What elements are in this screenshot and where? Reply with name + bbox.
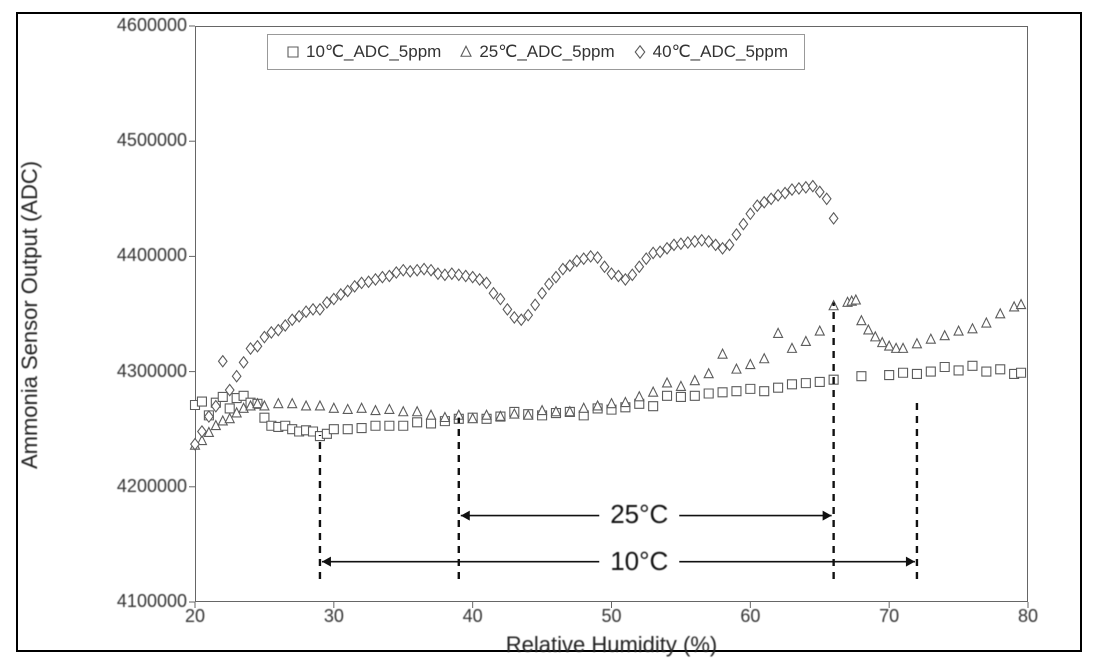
legend-label: 25℃_ADC_5ppm bbox=[479, 42, 614, 62]
y-tick-label: 4300000 bbox=[95, 361, 187, 382]
x-tick-label: 80 bbox=[1008, 606, 1048, 627]
annotation-10°C: 10°C bbox=[579, 546, 699, 577]
legend-item: 10℃_ADC_5ppm bbox=[284, 42, 441, 62]
annotation-25°C: 25°C bbox=[579, 499, 699, 530]
x-tick-label: 70 bbox=[869, 606, 909, 627]
data-layer bbox=[0, 0, 1098, 663]
y-tick-label: 4400000 bbox=[95, 245, 187, 266]
y-tick-label: 4600000 bbox=[95, 15, 187, 36]
y-tick-label: 4100000 bbox=[95, 591, 187, 612]
x-tick-label: 30 bbox=[314, 606, 354, 627]
x-tick-label: 60 bbox=[730, 606, 770, 627]
x-tick-label: 40 bbox=[453, 606, 493, 627]
legend-label: 40℃_ADC_5ppm bbox=[653, 42, 788, 62]
series-10°C_ADC_5ppm bbox=[191, 361, 1026, 440]
x-tick-label: 50 bbox=[592, 606, 632, 627]
y-tick-label: 4500000 bbox=[95, 130, 187, 151]
scatter-chart: Ammonia Sensor Output (ADC) Relative Hum… bbox=[0, 0, 1098, 663]
legend-label: 10℃_ADC_5ppm bbox=[306, 42, 441, 62]
y-tick-label: 4200000 bbox=[95, 476, 187, 497]
legend-item: 25℃_ADC_5ppm bbox=[457, 42, 614, 62]
legend-item: 40℃_ADC_5ppm bbox=[631, 42, 788, 62]
legend: 10℃_ADC_5ppm 25℃_ADC_5ppm 40℃_ADC_5ppm bbox=[267, 34, 805, 70]
